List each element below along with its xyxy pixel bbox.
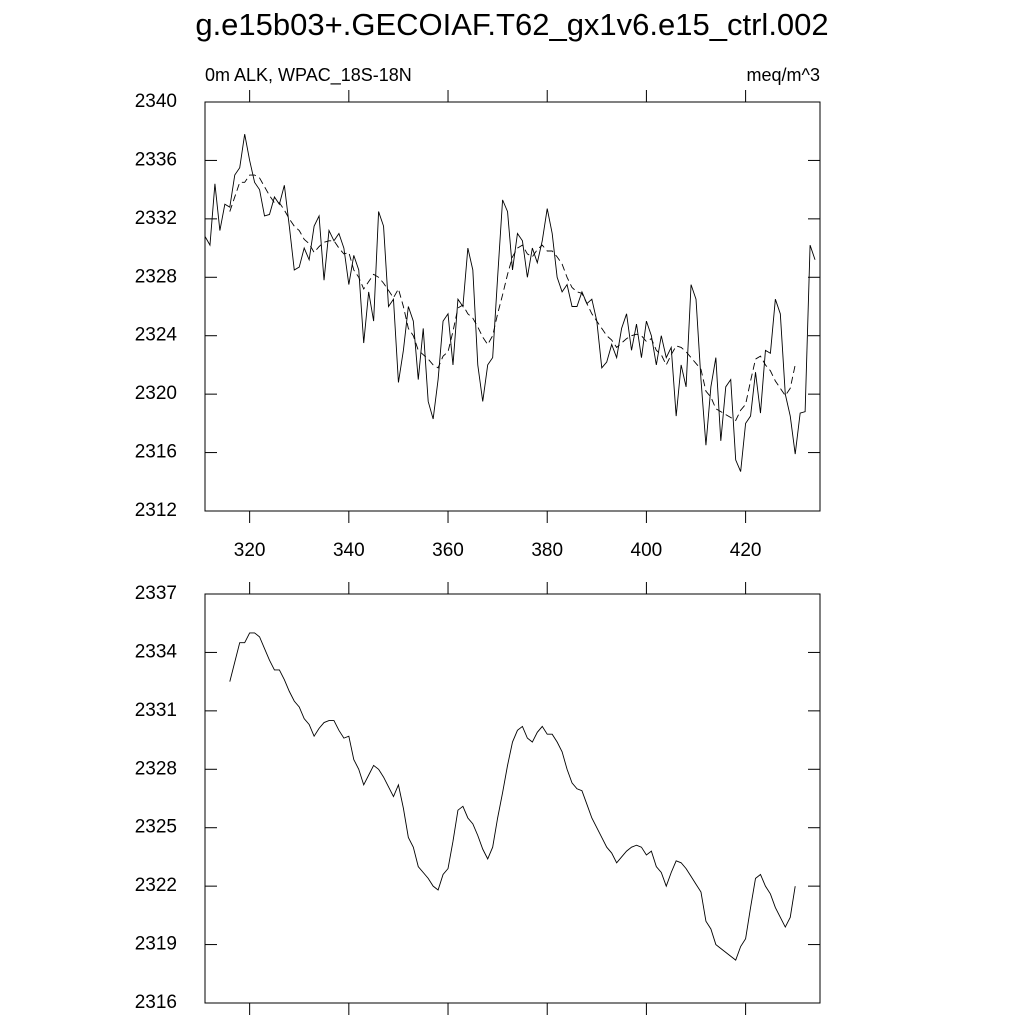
x-tick-label: 320 xyxy=(234,540,266,561)
figure-title: g.e15b03+.GECOIAF.T62_gx1v6.e15_ctrl.002 xyxy=(195,7,828,42)
data-line xyxy=(204,134,816,472)
y-tick-label: 2325 xyxy=(135,817,177,838)
x-tick-label: 340 xyxy=(333,540,365,561)
y-tick-label: 2334 xyxy=(135,641,178,662)
y-tick-label: 2340 xyxy=(135,91,177,112)
y-tick-label: 2316 xyxy=(135,442,177,463)
y-tick-label: 2332 xyxy=(135,208,177,229)
plot-frame xyxy=(204,593,821,1004)
y-tick-label: 2319 xyxy=(135,934,177,955)
x-tick-label: 360 xyxy=(432,540,464,561)
y-tick-label: 2328 xyxy=(135,266,177,287)
y-tick-label: 2316 xyxy=(135,992,177,1013)
plot-frame xyxy=(204,101,821,512)
y-tick-label: 2324 xyxy=(135,325,178,346)
y-tick-label: 2336 xyxy=(135,149,177,170)
x-tick-label: 400 xyxy=(631,540,663,561)
data-line xyxy=(229,632,796,961)
x-tick-label: 380 xyxy=(531,540,563,561)
y-tick-label: 2312 xyxy=(135,500,177,521)
y-tick-label: 2328 xyxy=(135,758,177,779)
y-tick-label: 2322 xyxy=(135,875,177,896)
y-tick-label: 2337 xyxy=(135,583,177,604)
subtitle: 0m ALK, WPAC_18S-18N xyxy=(205,65,412,86)
x-tick-label: 420 xyxy=(730,540,762,561)
y-tick-label: 2331 xyxy=(135,700,177,721)
units: meq/m^3 xyxy=(747,65,820,85)
data-line xyxy=(229,174,796,422)
y-tick-label: 2320 xyxy=(135,383,177,404)
